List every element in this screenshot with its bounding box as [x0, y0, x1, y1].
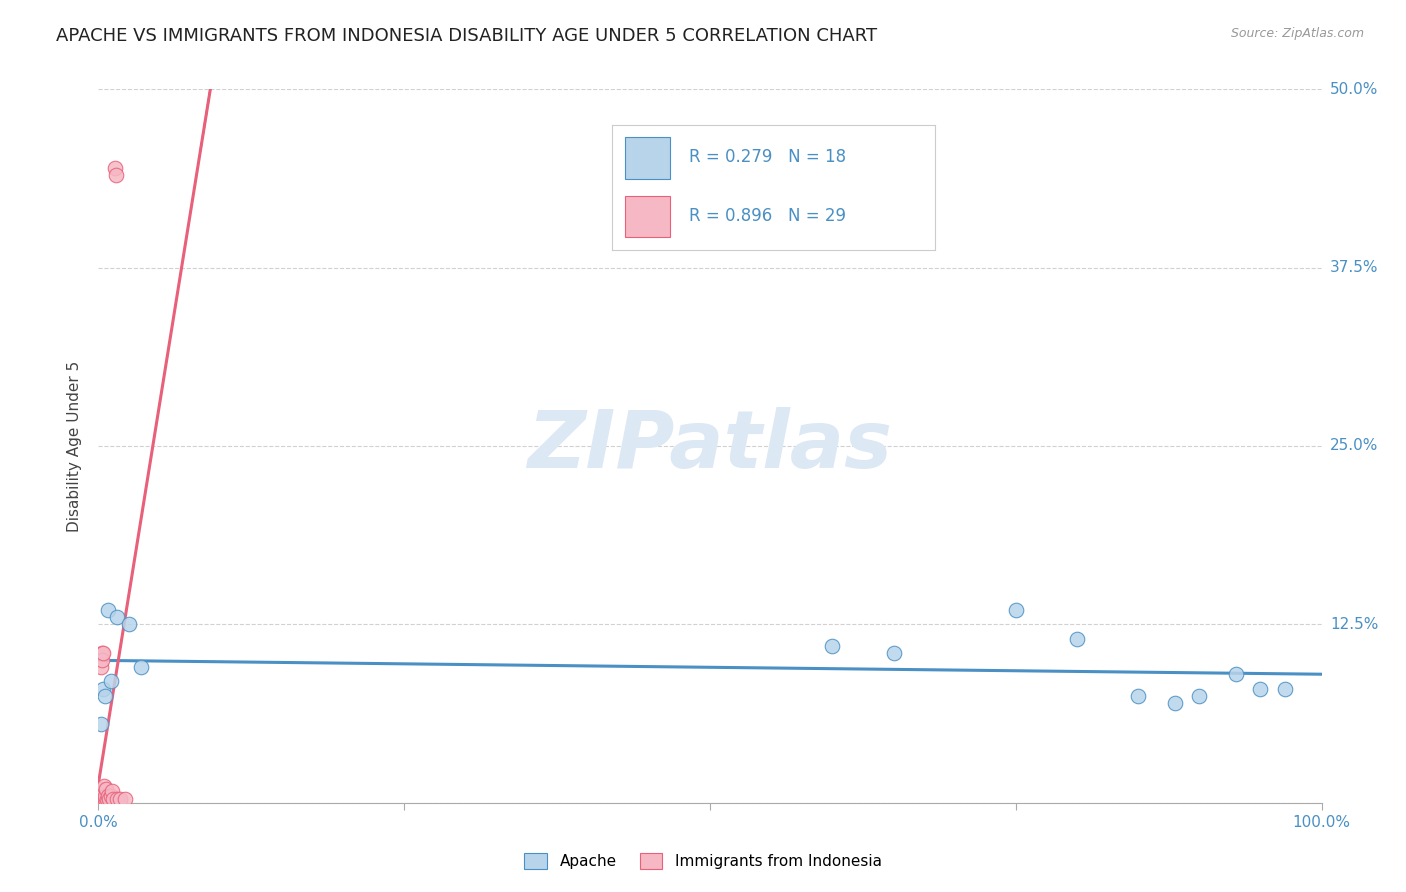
Point [94, 789, 117, 803]
Point [821, 639, 844, 653]
Point [93, 689, 115, 703]
Point [89, 789, 111, 803]
Point [883, 646, 905, 660]
Point [91, 646, 114, 660]
Point [1274, 681, 1296, 696]
Point [90, 717, 112, 731]
Point [90, 793, 112, 807]
Point [101, 791, 124, 805]
Point [91, 784, 114, 798]
Point [90, 791, 112, 805]
Bar [624, 137, 669, 178]
Point [87, 791, 110, 805]
Point [1004, 603, 1026, 617]
Point [1164, 696, 1187, 710]
Point [96, 791, 118, 805]
Point [104, 168, 127, 182]
Point [100, 789, 122, 803]
Point [93, 791, 115, 805]
Legend: Apache, Immigrants from Indonesia: Apache, Immigrants from Indonesia [519, 847, 887, 875]
Point [104, 161, 127, 175]
Text: R = 0.279   N = 18: R = 0.279 N = 18 [689, 148, 846, 166]
Point [90, 646, 112, 660]
Y-axis label: Disability Age Under 5: Disability Age Under 5 [67, 360, 83, 532]
Point [129, 660, 152, 674]
Point [101, 784, 124, 798]
Point [105, 791, 128, 805]
Point [1188, 689, 1211, 703]
Text: 12.5%: 12.5% [1330, 617, 1378, 632]
Point [100, 674, 122, 689]
Point [91, 681, 114, 696]
Text: R = 0.896   N = 29: R = 0.896 N = 29 [689, 207, 846, 225]
Point [1128, 689, 1150, 703]
Point [97, 789, 120, 803]
Text: APACHE VS IMMIGRANTS FROM INDONESIA DISABILITY AGE UNDER 5 CORRELATION CHART: APACHE VS IMMIGRANTS FROM INDONESIA DISA… [56, 27, 877, 45]
Text: 25.0%: 25.0% [1330, 439, 1378, 453]
Bar [624, 196, 669, 237]
Point [89, 789, 111, 803]
Text: Source: ZipAtlas.com: Source: ZipAtlas.com [1230, 27, 1364, 40]
Text: 37.5%: 37.5% [1330, 260, 1378, 275]
Point [105, 610, 128, 624]
Point [1225, 667, 1247, 681]
Point [93, 779, 115, 793]
Point [90, 660, 112, 674]
Point [1250, 681, 1272, 696]
Point [1066, 632, 1088, 646]
Text: ZIPatlas: ZIPatlas [527, 407, 893, 485]
Point [114, 791, 136, 805]
Point [94, 781, 117, 796]
Point [97, 603, 120, 617]
Point [90, 789, 112, 803]
Point [91, 653, 114, 667]
Point [118, 617, 141, 632]
Point [91, 789, 114, 803]
Point [89, 791, 111, 805]
Point [89, 781, 111, 796]
Text: 50.0%: 50.0% [1330, 82, 1378, 96]
Point [98, 791, 121, 805]
Point [110, 791, 132, 805]
